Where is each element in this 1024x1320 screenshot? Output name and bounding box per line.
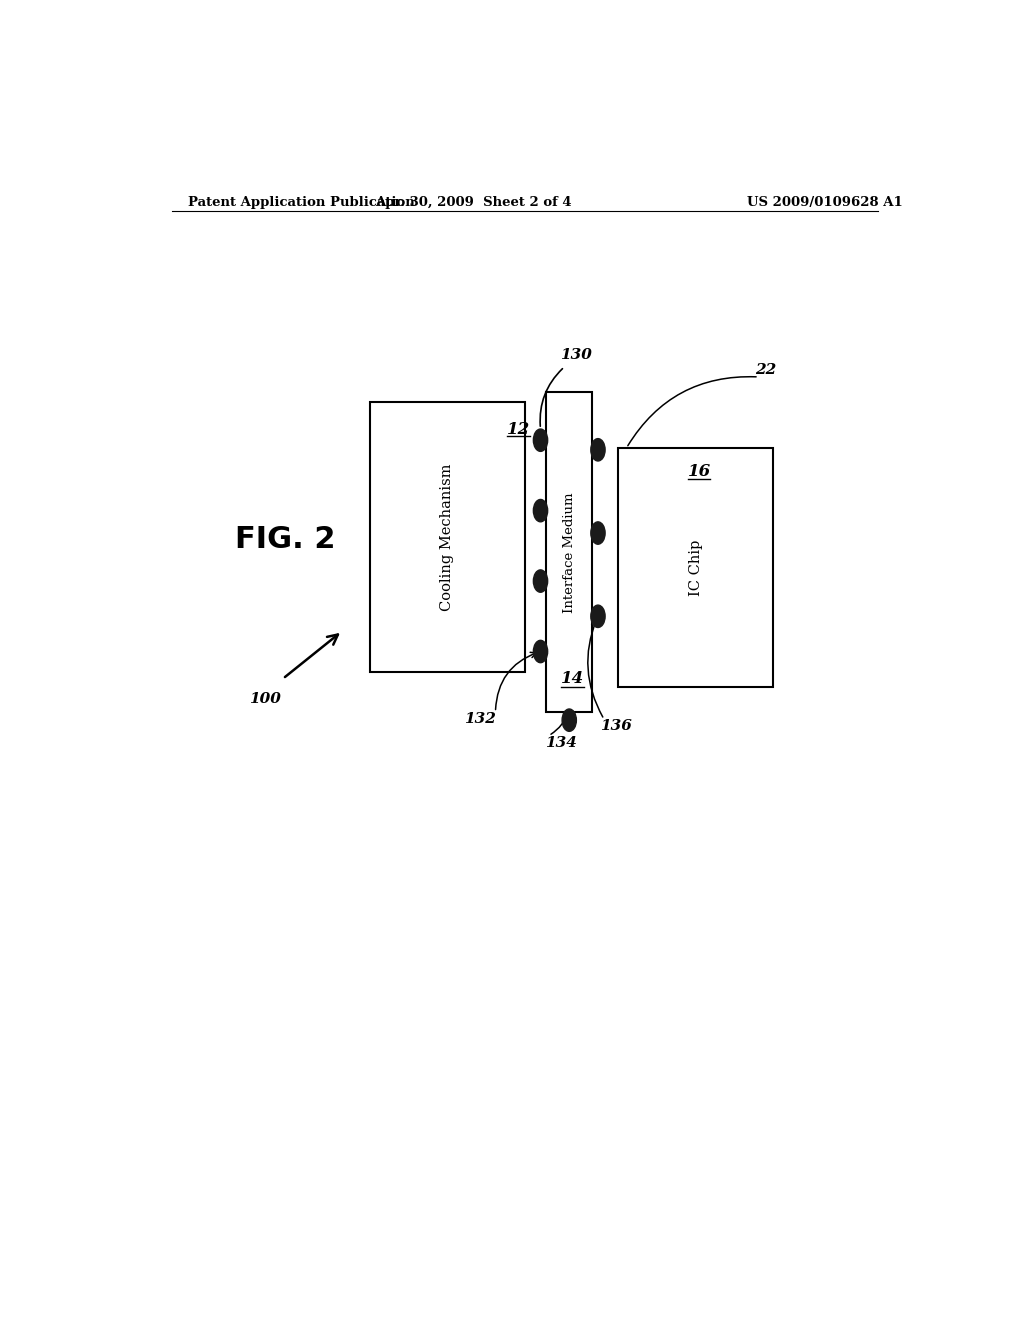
Text: Interface Medium: Interface Medium <box>563 492 575 612</box>
Text: FIG. 2: FIG. 2 <box>236 525 336 554</box>
Text: 14: 14 <box>561 671 585 686</box>
Text: 130: 130 <box>560 347 593 362</box>
Ellipse shape <box>534 570 548 593</box>
Ellipse shape <box>591 605 605 627</box>
Ellipse shape <box>534 499 548 521</box>
Text: IC Chip: IC Chip <box>689 540 702 595</box>
Text: Patent Application Publication: Patent Application Publication <box>187 195 415 209</box>
Text: Apr. 30, 2009  Sheet 2 of 4: Apr. 30, 2009 Sheet 2 of 4 <box>375 195 571 209</box>
Ellipse shape <box>534 429 548 451</box>
Ellipse shape <box>562 709 577 731</box>
Ellipse shape <box>534 640 548 663</box>
Text: 12: 12 <box>507 421 530 438</box>
Text: 100: 100 <box>249 692 281 706</box>
Text: 16: 16 <box>688 463 711 480</box>
Text: 132: 132 <box>464 713 496 726</box>
Bar <box>546 392 592 713</box>
Bar <box>370 403 524 672</box>
Text: 134: 134 <box>545 735 577 750</box>
Ellipse shape <box>591 438 605 461</box>
Text: 136: 136 <box>600 719 632 734</box>
Text: Cooling Mechanism: Cooling Mechanism <box>440 463 455 611</box>
Ellipse shape <box>591 521 605 544</box>
Text: US 2009/0109628 A1: US 2009/0109628 A1 <box>748 195 903 209</box>
Bar <box>618 447 773 686</box>
Text: 22: 22 <box>755 363 776 378</box>
